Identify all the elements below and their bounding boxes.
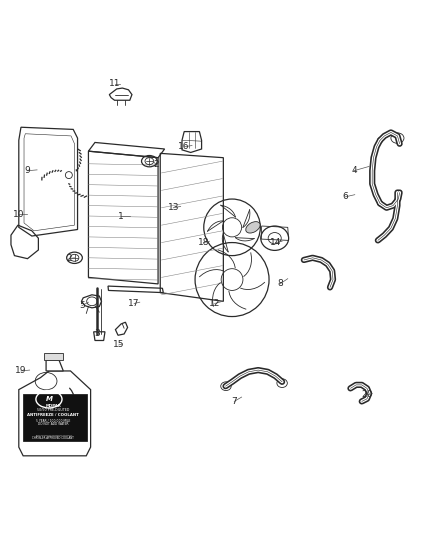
Text: 19: 19 (15, 367, 27, 375)
Text: 2: 2 (66, 254, 72, 263)
Text: CHRYSLER APPROVED COOLANT: CHRYSLER APPROVED COOLANT (32, 435, 74, 440)
Text: 12: 12 (209, 299, 220, 308)
Text: 50/50 PRE-DILUTED: 50/50 PRE-DILUTED (37, 408, 70, 412)
Text: 20: 20 (361, 390, 373, 399)
Text: 3: 3 (94, 329, 100, 338)
Text: DO NOT ADD WATER: DO NOT ADD WATER (38, 423, 68, 426)
Text: 1: 1 (118, 212, 124, 221)
Text: 5 YEAR / 100,000 MILE: 5 YEAR / 100,000 MILE (36, 418, 71, 423)
Text: M: M (46, 396, 53, 402)
FancyBboxPatch shape (23, 393, 87, 441)
Text: 9: 9 (25, 166, 30, 175)
Ellipse shape (246, 222, 260, 233)
Text: 5: 5 (79, 301, 85, 310)
Text: 17: 17 (128, 299, 140, 308)
Text: 16: 16 (178, 142, 190, 151)
Text: 6: 6 (343, 192, 348, 201)
FancyArrowPatch shape (70, 388, 74, 407)
Text: 11: 11 (109, 79, 120, 88)
Text: 18: 18 (198, 238, 209, 247)
Polygon shape (44, 353, 64, 360)
Text: 14: 14 (270, 238, 281, 247)
Text: 15: 15 (113, 341, 125, 349)
Text: 10: 10 (13, 210, 25, 219)
Text: 13: 13 (168, 203, 179, 212)
Polygon shape (46, 360, 64, 371)
Polygon shape (19, 371, 91, 456)
Text: ___________________________: ___________________________ (35, 432, 72, 436)
Text: 8: 8 (277, 279, 283, 288)
Text: ANTIFREEZE / COOLANT: ANTIFREEZE / COOLANT (28, 414, 79, 417)
Text: 2: 2 (153, 160, 159, 169)
Text: 4: 4 (351, 166, 357, 175)
Text: MOPAR: MOPAR (46, 404, 61, 408)
Text: 7: 7 (231, 397, 237, 406)
